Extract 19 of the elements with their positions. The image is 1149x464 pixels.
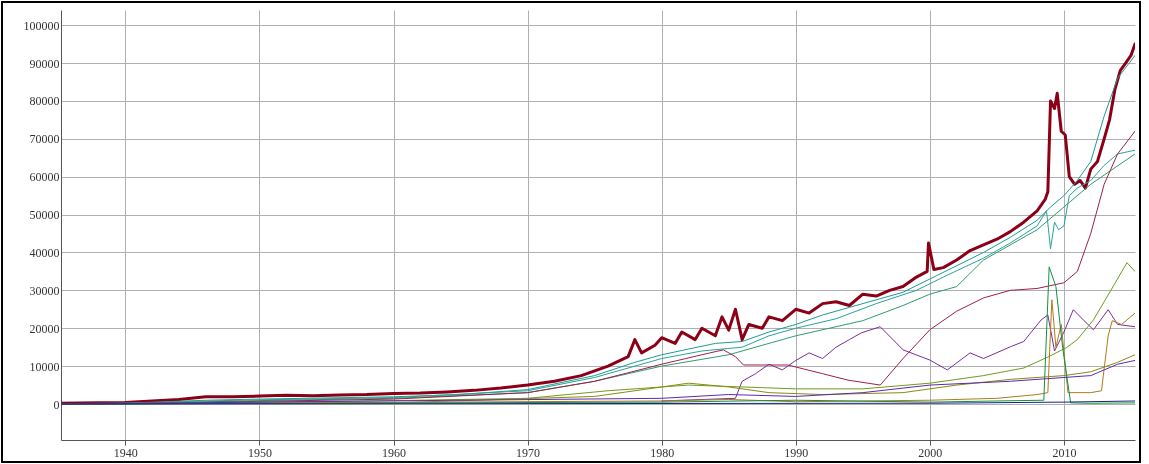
y-tick-label: 20000 [29,321,60,336]
y-tick-label: 100000 [23,18,60,33]
y-tick-label: 60000 [29,170,60,185]
y-tick-label: 50000 [29,208,60,223]
y-tick-label: 10000 [29,359,60,374]
x-tick-label: 1970 [516,445,541,460]
x-tick-label: 1950 [247,445,272,460]
y-tick-label: 30000 [29,283,60,298]
y-tick-label: 40000 [29,245,60,260]
x-tick-label: 1980 [650,445,675,460]
x-tick-label: 1990 [784,445,809,460]
y-tick-label: 90000 [29,56,60,71]
x-tick-label: 1940 [113,445,138,460]
y-tick-label: 70000 [29,132,60,147]
x-tick-label: 2010 [1052,445,1077,460]
x-tick-label: 1960 [382,445,407,460]
x-tick-label: 2000 [918,445,943,460]
y-tick-label: 0 [53,397,60,412]
y-tick-label: 80000 [29,94,60,109]
